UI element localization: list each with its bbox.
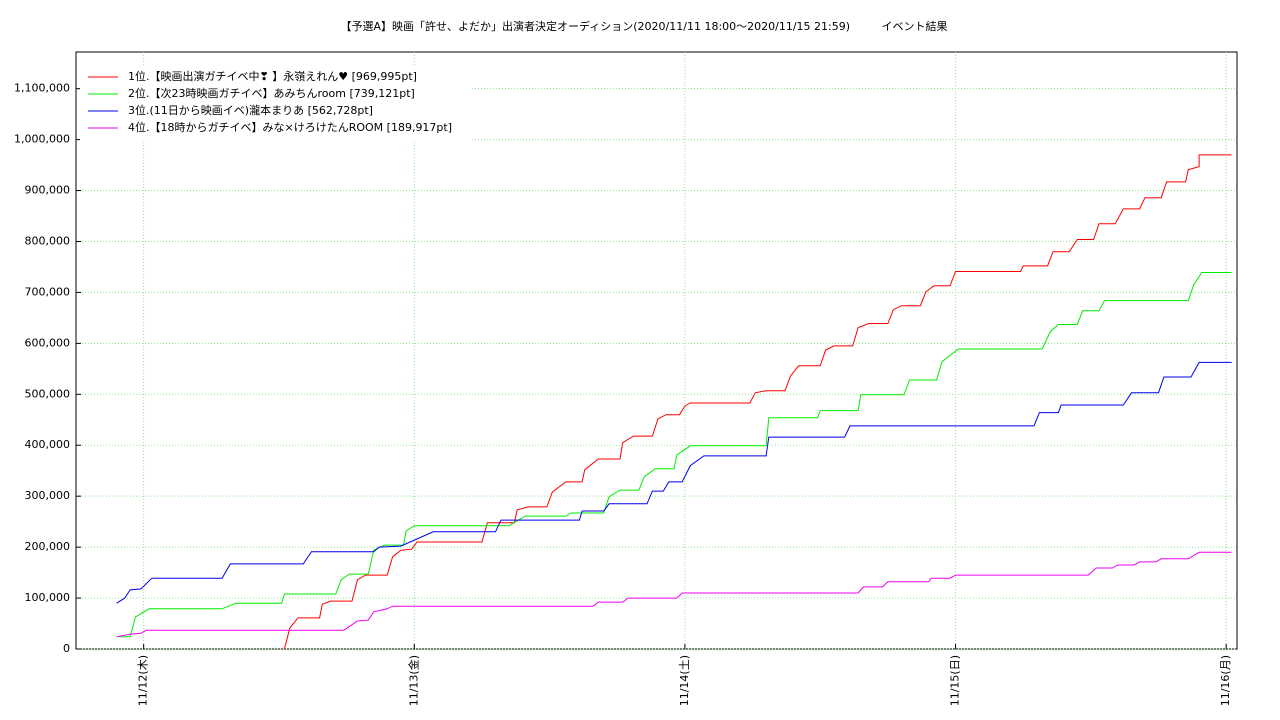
x-tick-label: 11/12(木) [137,655,150,706]
y-tick-label: 0 [63,642,70,655]
legend-label: 1位.【映画出演ガチイベ中❣ 】永嶺えれん♥ [969,995pt] [128,69,417,83]
legend-label: 4位.【18時からガチイベ】みな×けろけたんROOM [189,917pt] [128,120,452,134]
chart-title: 【予選A】映画「許せ、よだか」出演者決定オーディション(2020/11/11 1… [341,19,948,33]
y-tick-label: 100,000 [25,591,71,604]
legend-label: 2位.【次23時映画ガチイベ】あみちんroom [739,121pt] [128,86,415,100]
legend-box [80,66,470,142]
series-line [119,272,1232,638]
y-tick-label: 500,000 [25,387,71,400]
x-tick-label: 11/16(月) [1219,655,1232,706]
x-tick-label: 11/13(金) [406,655,420,706]
series-line [283,154,1232,650]
y-tick-label: 300,000 [25,489,71,502]
y-tick-label: 800,000 [25,234,71,247]
series-line [116,551,1232,638]
plot-frame [75,51,1238,650]
legend-label: 3位.(11日から映画イベ)瀧本まりあ [562,728pt] [128,103,373,117]
y-tick-label: 200,000 [25,540,71,553]
y-tick-label: 900,000 [25,184,71,197]
series-line [116,361,1232,604]
x-tick-label: 11/15(日) [949,655,962,706]
y-tick-label: 400,000 [25,438,71,451]
x-tick-label: 11/14(土) [678,655,691,706]
y-tick-label: 1,000,000 [14,133,70,146]
y-tick-label: 600,000 [25,336,71,349]
y-tick-label: 700,000 [25,285,71,298]
y-tick-label: 1,100,000 [14,82,70,95]
